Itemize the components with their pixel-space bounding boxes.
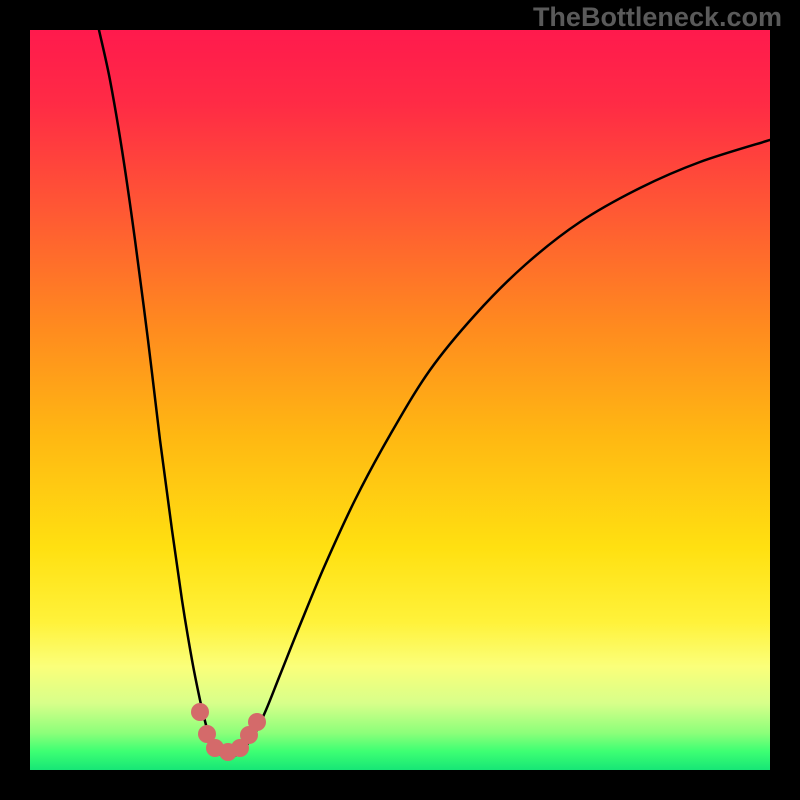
watermark-text: TheBottleneck.com xyxy=(533,2,782,33)
chart-gradient-background xyxy=(30,30,770,770)
